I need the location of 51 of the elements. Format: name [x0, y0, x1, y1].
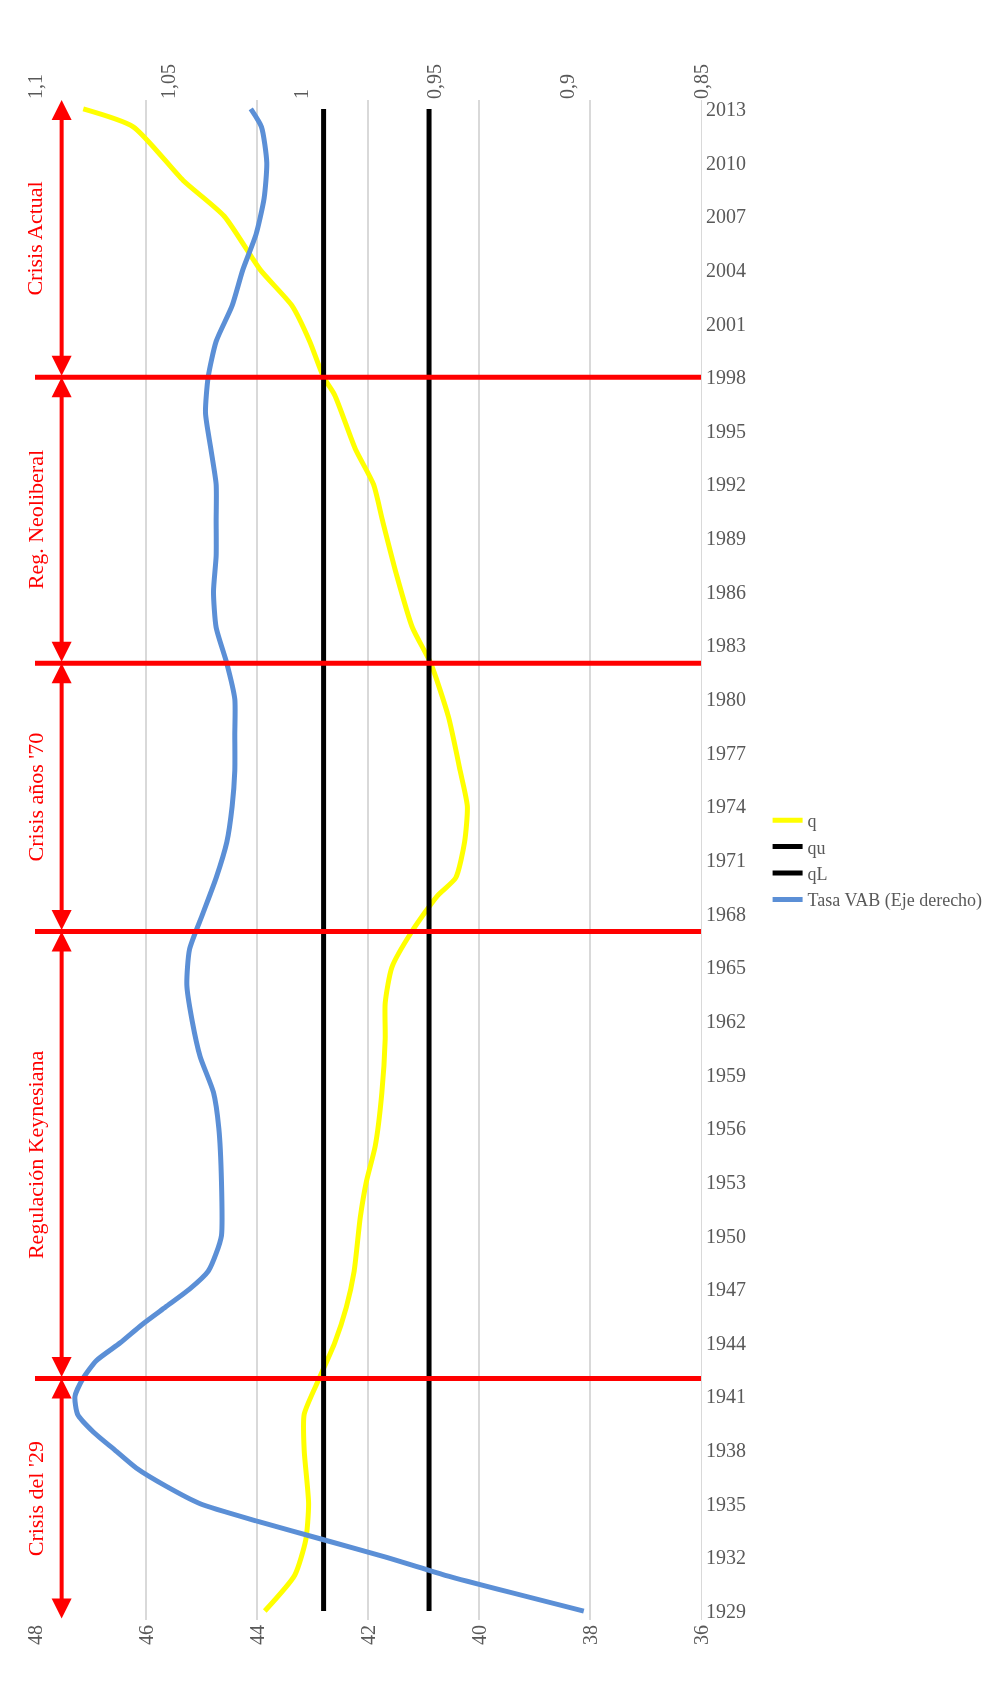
- y-tick-label: 2010: [706, 151, 746, 174]
- x-tick-label: 44: [245, 1625, 268, 1645]
- y-tick-label: 2007: [706, 205, 746, 228]
- annotation: Crisis del '29: [22, 1441, 48, 1557]
- y-tick-label: 1968: [706, 902, 746, 925]
- y-tick-label: 1995: [706, 419, 746, 442]
- annotation: Crisis Actual: [22, 181, 48, 296]
- x2-tick-label: 1,05: [156, 64, 179, 99]
- y-tick-label: 2013: [706, 97, 746, 120]
- y-tick-label: 1989: [706, 527, 746, 550]
- y-tick-label: 1950: [706, 1224, 746, 1247]
- y-tick-label: 1935: [706, 1492, 746, 1515]
- y-tick-label: 1932: [706, 1546, 746, 1569]
- x-tick-label: 46: [134, 1625, 157, 1645]
- x-tick-label: 36: [689, 1625, 712, 1645]
- x2-tick-label: 0,95: [423, 64, 446, 99]
- y-tick-label: 1977: [706, 741, 746, 764]
- legend-label: qL: [807, 864, 828, 885]
- y-tick-label: 1962: [706, 1009, 746, 1032]
- y-tick-label: 1929: [706, 1600, 746, 1623]
- y-tick-label: 1992: [706, 473, 746, 496]
- y-tick-label: 1965: [706, 956, 746, 979]
- y-tick-label: 1986: [706, 580, 746, 603]
- y-tick-label: 1959: [706, 1063, 746, 1086]
- annotation: Reg. Neoliberal: [22, 449, 48, 590]
- y-tick-label: 1947: [706, 1278, 746, 1301]
- x2-tick-label: 0,85: [689, 64, 712, 99]
- y-tick-label: 2001: [706, 312, 746, 335]
- y-tick-label: 1953: [706, 1170, 746, 1193]
- legend-label: q: [807, 811, 817, 832]
- y-tick-label: 1974: [706, 795, 746, 818]
- x2-tick-label: 1,1: [23, 74, 46, 99]
- y-tick-label: 1938: [706, 1439, 746, 1462]
- y-tick-label: 1998: [706, 366, 746, 389]
- y-tick-label: 1941: [706, 1385, 746, 1408]
- x-tick-label: 42: [356, 1625, 379, 1645]
- x-tick-label: 38: [578, 1625, 601, 1645]
- y-tick-label: 1944: [706, 1331, 746, 1354]
- y-tick-label: 1980: [706, 688, 746, 711]
- x2-tick-label: 0,9: [556, 74, 579, 99]
- legend-label: Tasa VAB (Eje derecho): [807, 890, 983, 912]
- annotation: Crisis años '70: [22, 732, 48, 862]
- y-tick-label: 1956: [706, 1117, 746, 1140]
- x-tick-label: 40: [467, 1625, 490, 1645]
- y-tick-label: 1971: [706, 849, 746, 871]
- annotation: Regulación Keynesiana: [22, 1050, 48, 1260]
- x2-tick-label: 1: [289, 89, 312, 99]
- legend-label: qu: [807, 837, 826, 858]
- x-tick-label: 48: [23, 1625, 46, 1645]
- y-tick-label: 2004: [706, 258, 746, 281]
- y-tick-label: 1983: [706, 634, 746, 657]
